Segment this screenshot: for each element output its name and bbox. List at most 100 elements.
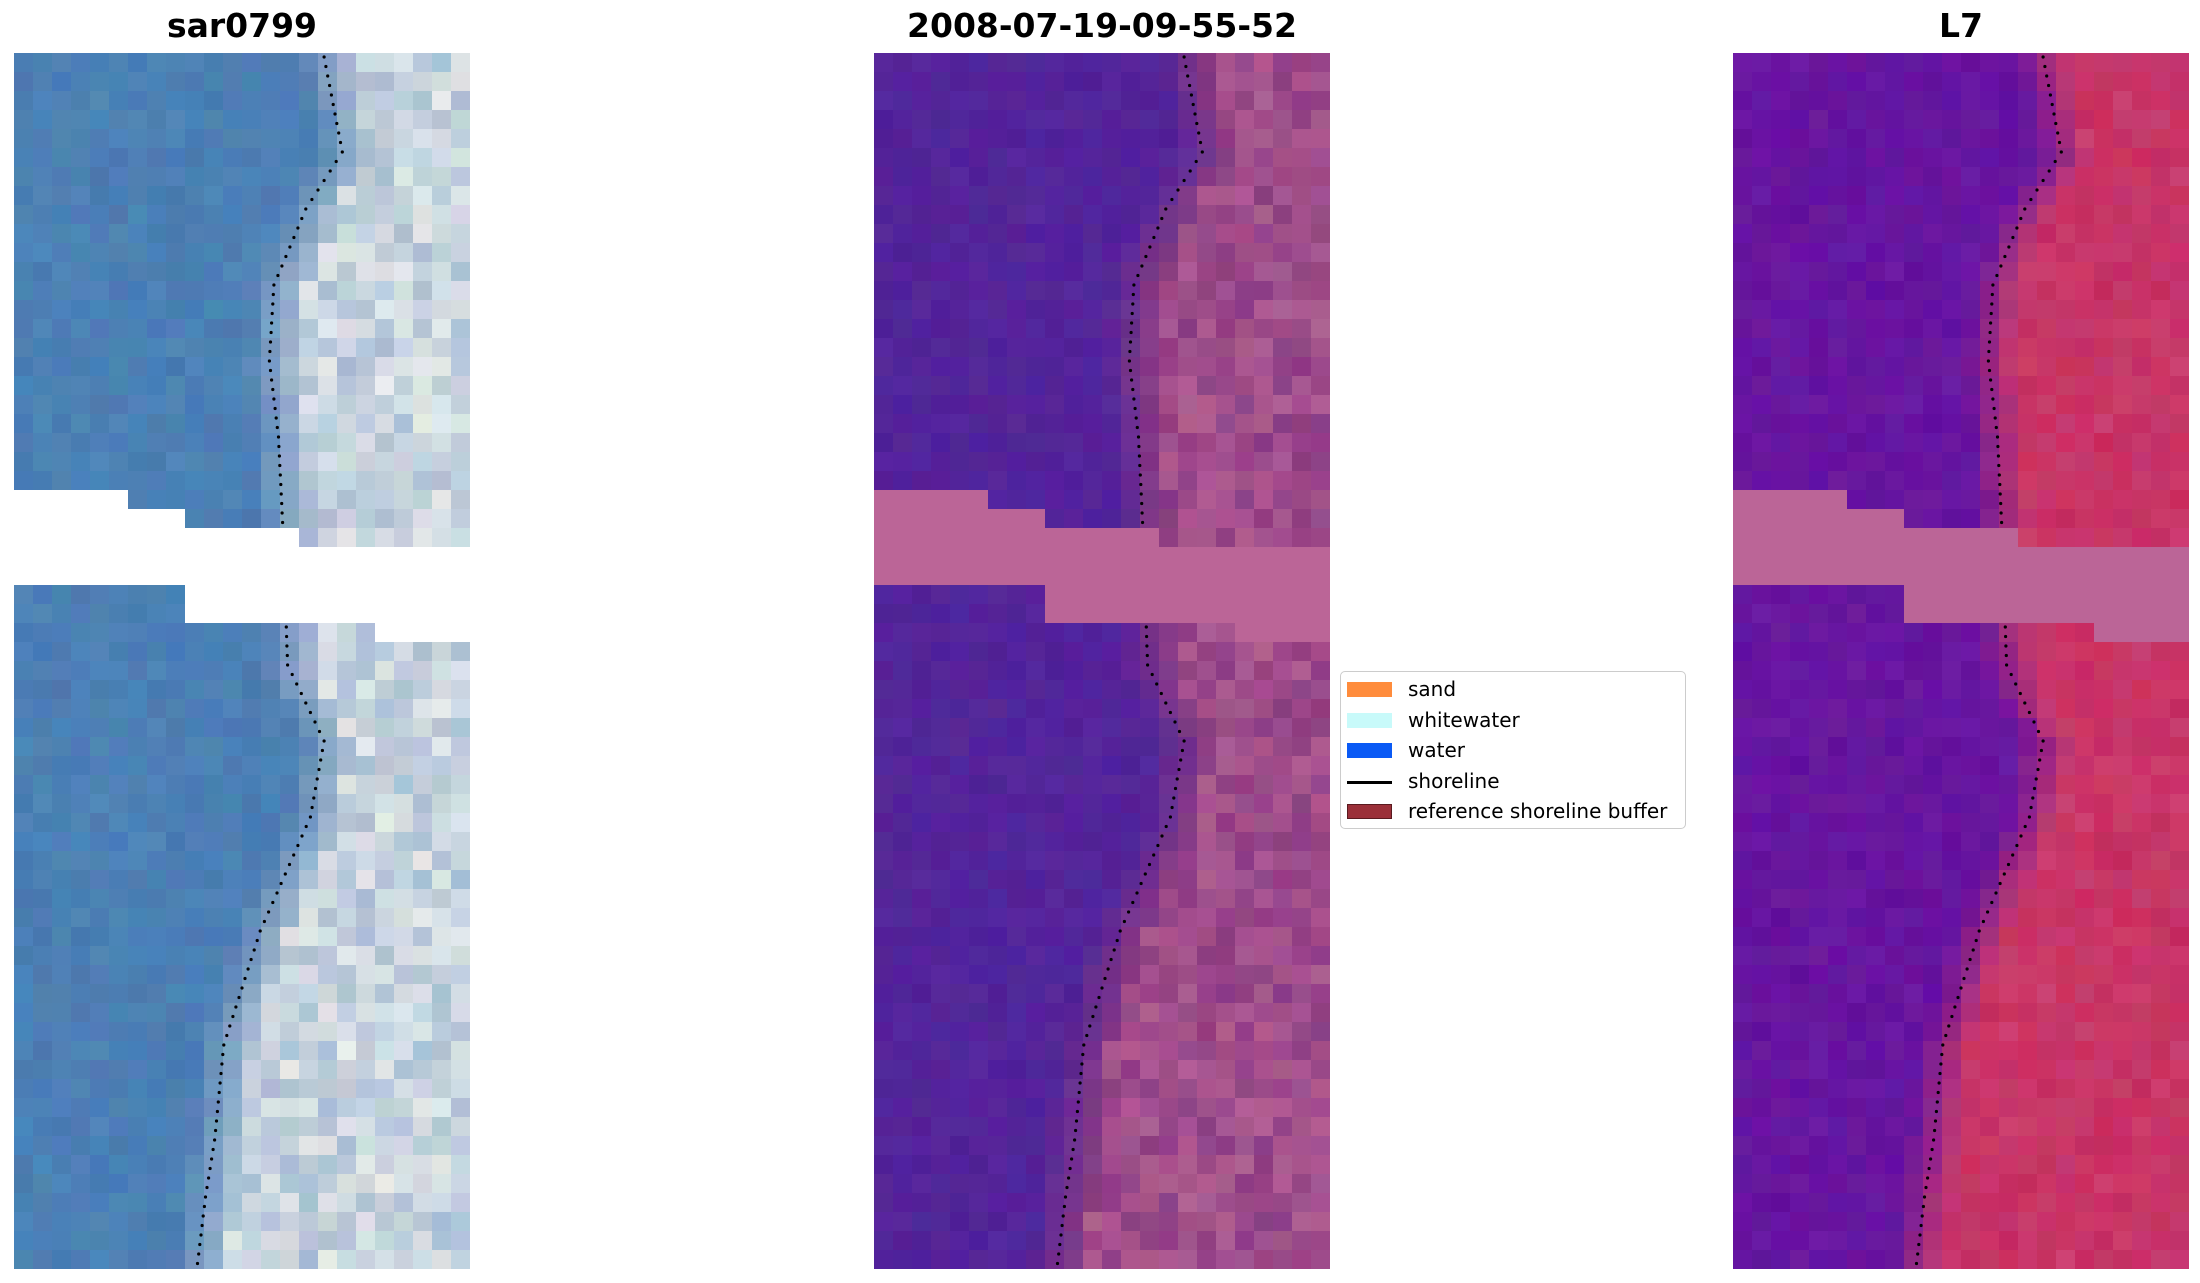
pixel	[931, 889, 951, 909]
pixel	[1904, 927, 1924, 947]
pixel	[1809, 1231, 1829, 1251]
pixel	[1809, 72, 1829, 92]
pixel	[874, 623, 894, 643]
pixel	[1121, 452, 1141, 472]
pixel	[109, 699, 129, 719]
pixel	[2056, 756, 2076, 776]
pixel	[1121, 1212, 1141, 1232]
pixel	[1121, 566, 1141, 586]
pixel	[988, 129, 1008, 149]
pixel	[223, 756, 243, 776]
pixel	[1885, 319, 1905, 339]
pixel	[1064, 281, 1084, 301]
pixel	[1045, 585, 1065, 605]
pixel	[1026, 680, 1046, 700]
pixel	[33, 1041, 53, 1061]
pixel	[33, 699, 53, 719]
pixel	[1809, 528, 1829, 548]
pixel	[1980, 243, 2000, 263]
pixel	[375, 832, 395, 852]
pixel	[52, 718, 72, 738]
pixel	[1752, 680, 1772, 700]
shoreline-point	[1916, 1252, 1920, 1256]
pixel	[1923, 585, 1943, 605]
pixel	[1999, 1155, 2019, 1175]
pixel	[1216, 813, 1236, 833]
pixel	[147, 53, 167, 73]
pixel	[2018, 756, 2038, 776]
pixel	[204, 186, 224, 206]
pixel	[375, 1212, 395, 1232]
pixel	[950, 262, 970, 282]
pixel	[451, 471, 470, 491]
pixel	[1292, 1079, 1312, 1099]
pixel	[356, 281, 376, 301]
pixel	[451, 889, 470, 909]
pixel	[1026, 1212, 1046, 1232]
pixel	[2094, 946, 2114, 966]
pixel	[912, 1117, 932, 1137]
pixel	[1980, 262, 2000, 282]
pixel	[1790, 661, 1810, 681]
pixel	[1311, 281, 1330, 301]
pixel	[261, 927, 281, 947]
pixel	[1733, 167, 1753, 187]
pixel	[893, 1193, 913, 1213]
pixel	[2151, 680, 2171, 700]
pixel	[2094, 1022, 2114, 1042]
pixel	[242, 1155, 262, 1175]
pixel	[1885, 794, 1905, 814]
pixel	[299, 53, 319, 73]
pixel	[2018, 737, 2038, 757]
pixel	[1159, 756, 1179, 776]
pixel	[1980, 623, 2000, 643]
pixel	[1254, 414, 1274, 434]
pixel	[1102, 585, 1122, 605]
shoreline-point	[1179, 758, 1183, 762]
pixel	[280, 547, 300, 567]
pixel	[1904, 889, 1924, 909]
shoreline-point	[1061, 1214, 1065, 1218]
pixel	[1216, 91, 1236, 111]
pixel	[356, 509, 376, 529]
pixel	[1083, 547, 1103, 567]
pixel	[2037, 186, 2057, 206]
pixel	[394, 1079, 414, 1099]
pixel	[14, 91, 34, 111]
pixel	[912, 585, 932, 605]
pixel	[1999, 1022, 2019, 1042]
pixel	[988, 1155, 1008, 1175]
pixel	[147, 433, 167, 453]
shoreline-point	[1992, 406, 1996, 411]
shoreline-point	[1918, 1233, 1922, 1237]
pixel	[1102, 1212, 1122, 1232]
pixel	[204, 718, 224, 738]
pixel	[1216, 718, 1236, 738]
pixel	[1752, 262, 1772, 282]
pixel	[1121, 1117, 1141, 1137]
pixel	[299, 72, 319, 92]
pixel	[432, 984, 452, 1004]
pixel	[1980, 547, 2000, 567]
pixel	[1866, 585, 1886, 605]
pixel	[1942, 870, 1962, 890]
pixel	[128, 984, 148, 1004]
pixel	[109, 509, 129, 529]
pixel	[1311, 908, 1330, 928]
pixel	[52, 186, 72, 206]
pixel	[1026, 186, 1046, 206]
pixel	[874, 338, 894, 358]
shoreline-point	[1197, 131, 1201, 135]
pixel	[223, 832, 243, 852]
pixel	[1026, 167, 1046, 187]
pixel	[1923, 433, 1943, 453]
pixel	[1140, 832, 1160, 852]
pixel	[1980, 927, 2000, 947]
pixel	[1828, 927, 1848, 947]
pixel	[1045, 148, 1065, 168]
pixel	[337, 1079, 357, 1099]
shoreline-point	[225, 1033, 229, 1038]
pixel	[432, 1117, 452, 1137]
pixel	[893, 91, 913, 111]
pixel	[1828, 775, 1848, 795]
